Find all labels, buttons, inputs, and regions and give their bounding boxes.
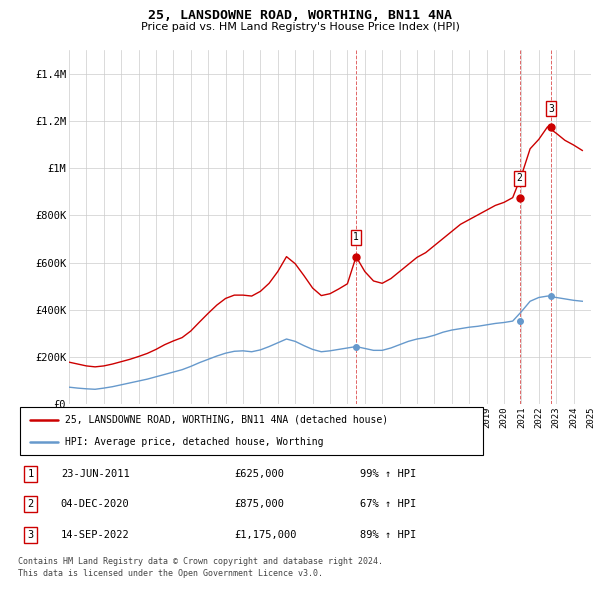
Text: 25, LANSDOWNE ROAD, WORTHING, BN11 4NA: 25, LANSDOWNE ROAD, WORTHING, BN11 4NA xyxy=(148,9,452,22)
Text: 3: 3 xyxy=(28,530,34,540)
Text: 1: 1 xyxy=(353,232,359,242)
Text: 14-SEP-2022: 14-SEP-2022 xyxy=(61,530,130,540)
Text: 04-DEC-2020: 04-DEC-2020 xyxy=(61,499,130,509)
Text: 23-JUN-2011: 23-JUN-2011 xyxy=(61,468,130,478)
Text: 89% ↑ HPI: 89% ↑ HPI xyxy=(360,530,416,540)
Text: £625,000: £625,000 xyxy=(235,468,284,478)
Text: 99% ↑ HPI: 99% ↑ HPI xyxy=(360,468,416,478)
Text: £875,000: £875,000 xyxy=(235,499,284,509)
Text: Price paid vs. HM Land Registry's House Price Index (HPI): Price paid vs. HM Land Registry's House … xyxy=(140,22,460,32)
Text: 67% ↑ HPI: 67% ↑ HPI xyxy=(360,499,416,509)
Text: 2: 2 xyxy=(517,173,523,183)
Text: 25, LANSDOWNE ROAD, WORTHING, BN11 4NA (detached house): 25, LANSDOWNE ROAD, WORTHING, BN11 4NA (… xyxy=(65,415,388,425)
Text: £1,175,000: £1,175,000 xyxy=(235,530,297,540)
Text: Contains HM Land Registry data © Crown copyright and database right 2024.: Contains HM Land Registry data © Crown c… xyxy=(18,558,383,566)
Text: 3: 3 xyxy=(548,104,554,114)
Text: HPI: Average price, detached house, Worthing: HPI: Average price, detached house, Wort… xyxy=(65,437,323,447)
Text: This data is licensed under the Open Government Licence v3.0.: This data is licensed under the Open Gov… xyxy=(18,569,323,578)
Text: 1: 1 xyxy=(28,468,34,478)
Text: 2: 2 xyxy=(28,499,34,509)
FancyBboxPatch shape xyxy=(20,408,483,454)
